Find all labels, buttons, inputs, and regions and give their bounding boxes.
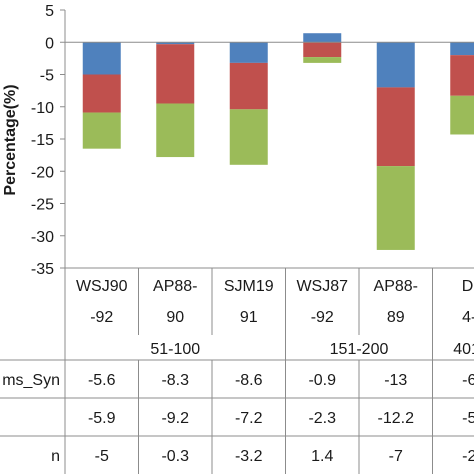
bar-segment <box>450 42 474 56</box>
y-tick-label: -25 <box>31 197 54 214</box>
y-tick-label: -5 <box>40 68 54 85</box>
table-cell: -0.9 <box>308 372 336 389</box>
table-cell: 1.4 <box>311 448 333 465</box>
table-cell: -5 <box>462 410 474 427</box>
bar-segment <box>376 87 415 167</box>
bar-segment <box>303 57 342 63</box>
bar-segment <box>229 42 268 63</box>
y-tick-label: -10 <box>31 100 54 117</box>
y-tick-label: 0 <box>45 35 54 52</box>
category-label-line1: WSJ90 <box>76 278 128 295</box>
y-tick-label: -20 <box>31 164 54 181</box>
table-cell: -13 <box>384 372 407 389</box>
bar-segment <box>82 42 121 75</box>
category-label-line1: SJM19 <box>224 278 274 295</box>
table-cell: -2 <box>462 448 474 465</box>
table-row-label: n <box>51 448 60 465</box>
table-row-label: ms_Syn <box>2 372 60 389</box>
bar-segment <box>82 74 121 113</box>
y-tick-label: -15 <box>31 132 54 149</box>
table-cell: -8.6 <box>235 372 263 389</box>
bar-segment <box>376 166 415 250</box>
bar-segment <box>82 112 121 149</box>
group-label: 51-100 <box>150 341 200 358</box>
y-axis-label: Percentage(%) <box>2 84 19 195</box>
table-cell: -7 <box>389 448 403 465</box>
group-label: 151-200 <box>330 341 389 358</box>
bars <box>82 33 474 250</box>
table-cell: -9.2 <box>161 410 189 427</box>
category-label-line2: 89 <box>387 309 405 326</box>
category-label-line2: 91 <box>240 309 258 326</box>
bar-segment <box>303 33 342 43</box>
table-cell: -7.2 <box>235 410 263 427</box>
category-label-line1: WSJ87 <box>296 278 348 295</box>
bar-segment <box>156 42 195 45</box>
table-cell: -8.3 <box>161 372 189 389</box>
category-label-line2: -92 <box>311 309 334 326</box>
table-cell: -6 <box>462 372 474 389</box>
table-cell: -3.2 <box>235 448 263 465</box>
category-label-line1: Di <box>462 278 474 295</box>
group-label: 401- <box>453 341 474 358</box>
bar-segment <box>156 44 195 104</box>
bar-segment <box>376 42 415 88</box>
bar-segment <box>156 103 195 158</box>
y-tick-label: -35 <box>31 261 54 278</box>
category-label-line1: AP88- <box>374 278 418 295</box>
table-cell: -0.3 <box>161 448 189 465</box>
table-cell: -5.6 <box>88 372 116 389</box>
table-cell: -12.2 <box>378 410 415 427</box>
bar-segment <box>450 95 474 135</box>
category-label-line2: 90 <box>166 309 184 326</box>
category-label-line2: -92 <box>90 309 113 326</box>
category-label-line1: AP88- <box>153 278 197 295</box>
bar-segment <box>229 109 268 165</box>
table-cell: -5.9 <box>88 410 116 427</box>
y-tick-label: 5 <box>45 3 54 20</box>
table-cell: -2.3 <box>308 410 336 427</box>
data-table: WSJ90 -92 AP88- 90 SJM19 91 WSJ87 -92 AP88- 89 Di 4… <box>0 267 474 474</box>
axes <box>60 9 474 269</box>
bar-segment <box>450 55 474 96</box>
category-label-line2: 4- <box>462 309 474 326</box>
bar-segment <box>303 42 342 58</box>
y-tick-label: -30 <box>31 229 54 246</box>
y-tick-labels: 5 0 -5 -10 -15 -20 -25 -30 -35 <box>31 3 54 278</box>
bar-segment <box>229 62 268 110</box>
table-cell: -5 <box>95 448 109 465</box>
